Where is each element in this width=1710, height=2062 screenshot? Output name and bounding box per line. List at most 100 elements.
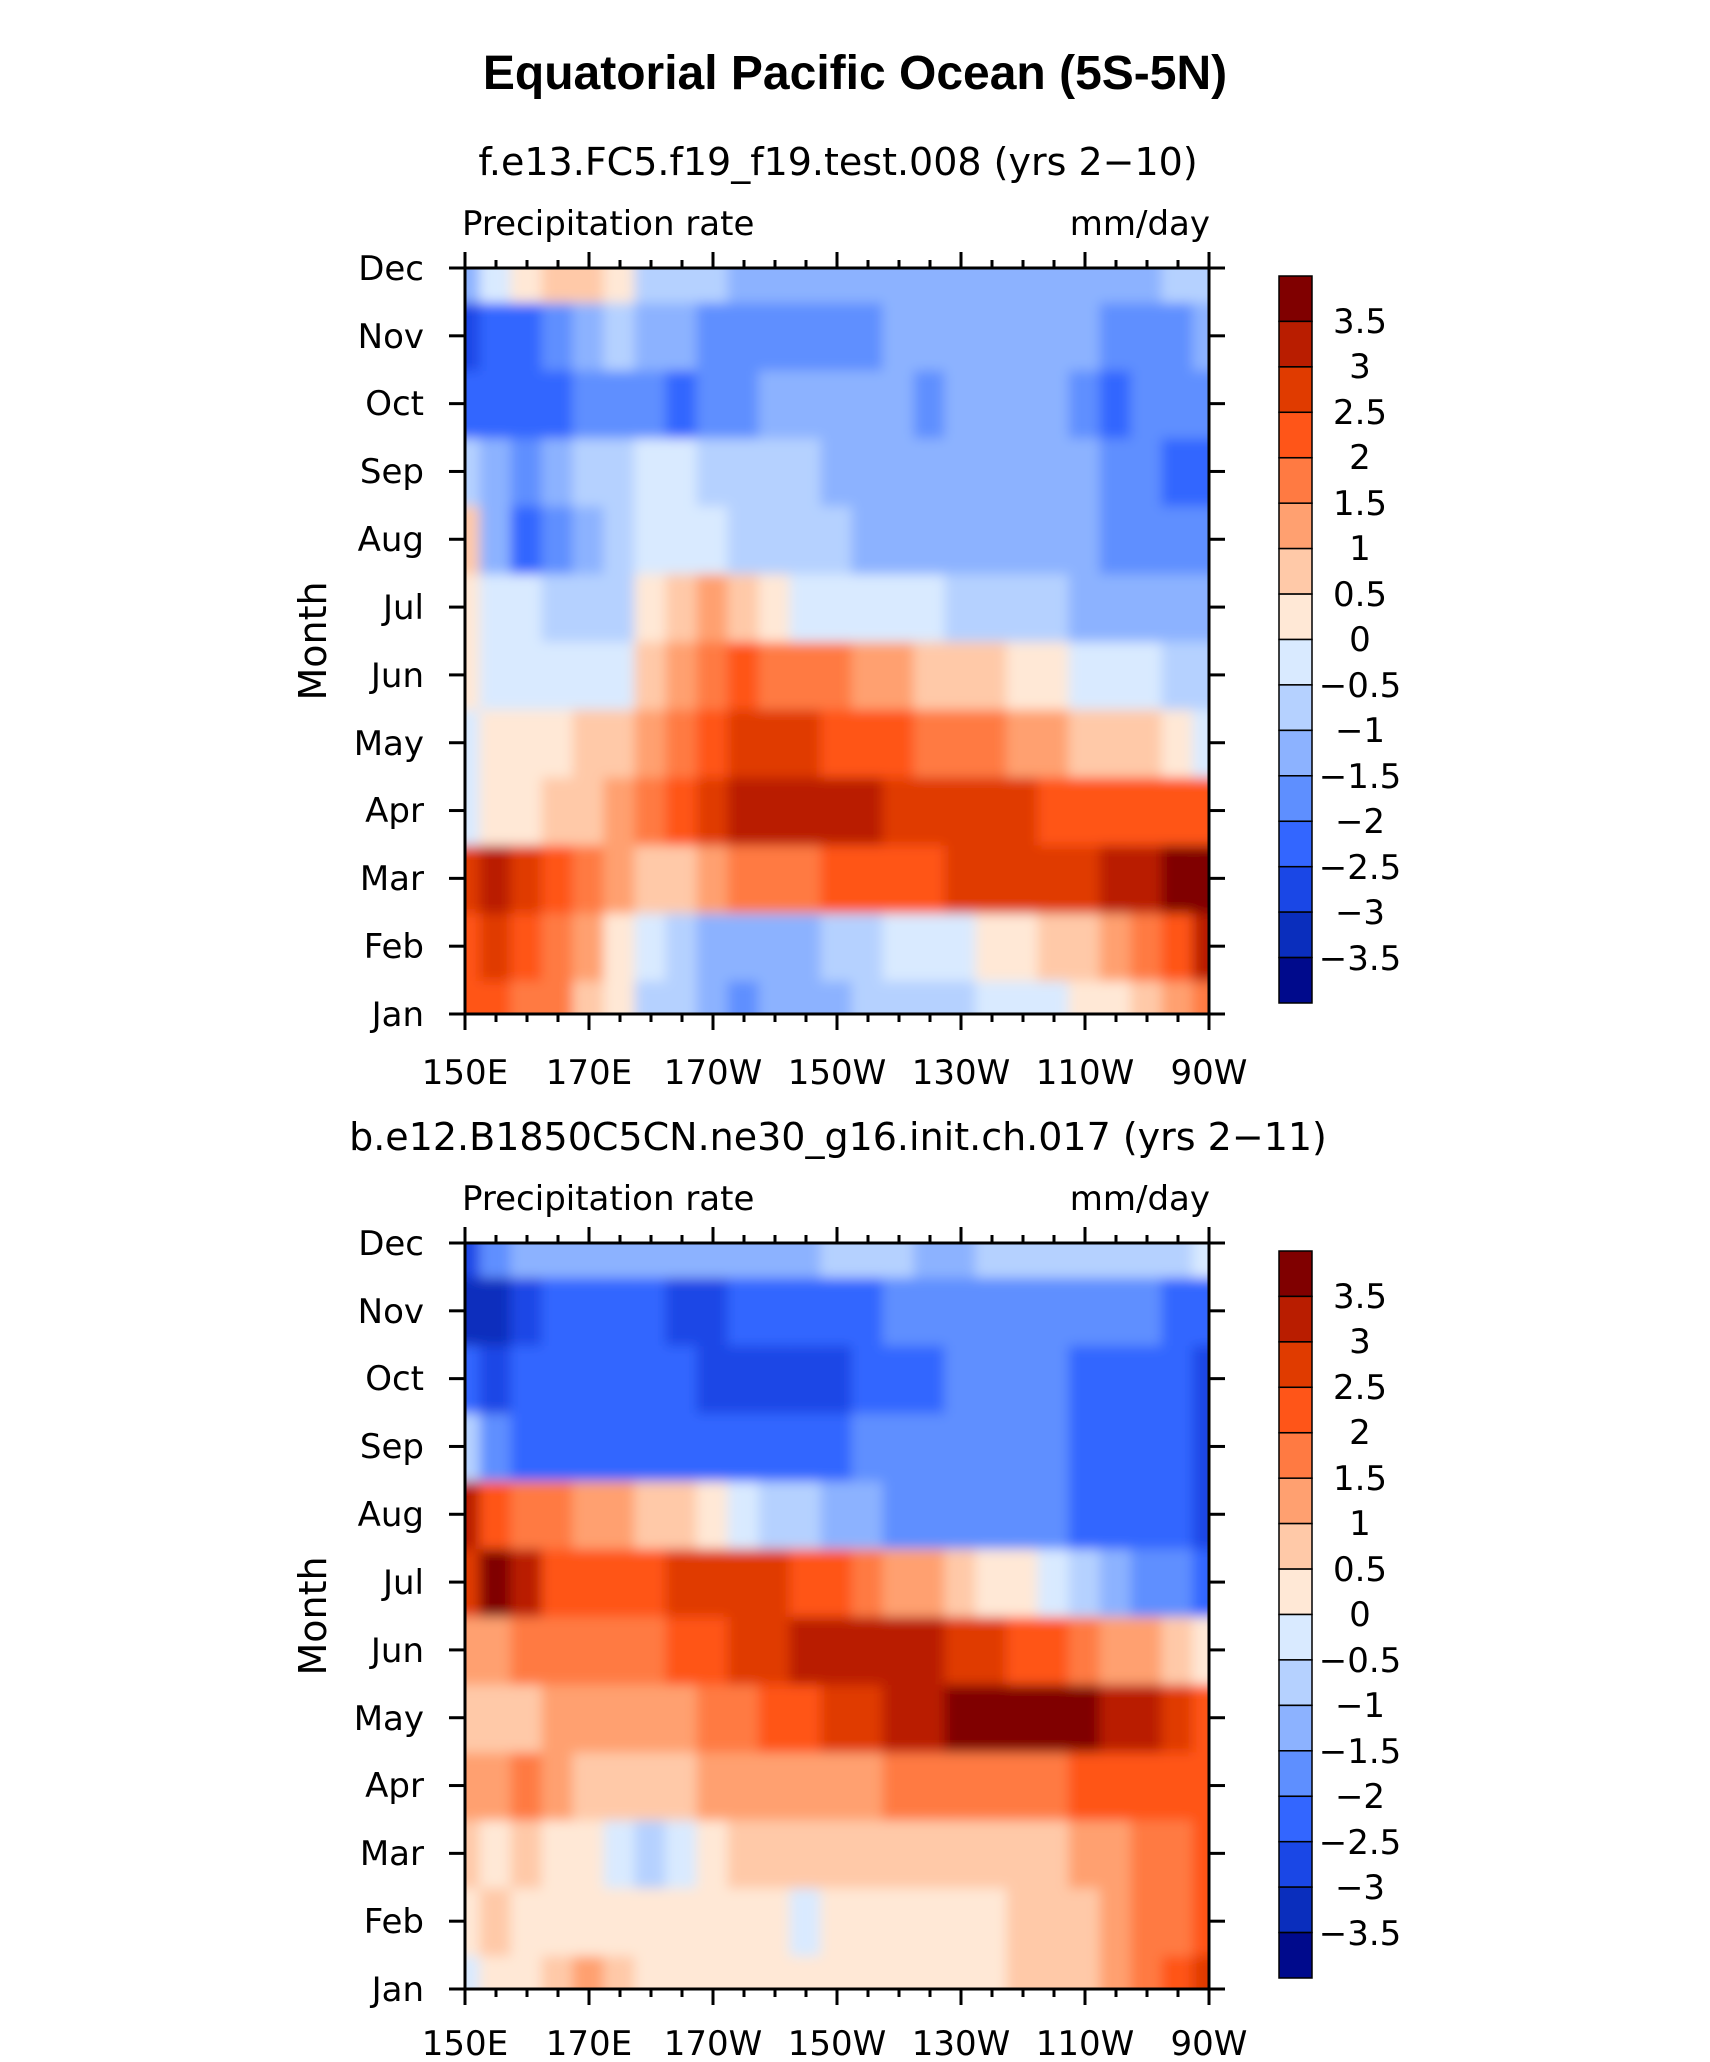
heatmap-cell (1068, 1547, 1102, 1617)
panel-1: f.e13.FC5.f19_f19.test.008 (yrs 2−10) Pr… (291, 140, 1401, 1093)
heatmap-cell (634, 1243, 668, 1278)
heatmap-cell (851, 1954, 885, 1989)
heatmap-cell (479, 1343, 513, 1414)
heatmap-cell (851, 368, 885, 439)
heatmap-cell (1161, 979, 1195, 1014)
heatmap-cell (758, 1275, 792, 1346)
heatmap-cell (1037, 1818, 1071, 1889)
colorbar-swatch (1278, 775, 1313, 822)
heatmap-cell (465, 1615, 482, 1685)
x-tick-label: 130W (912, 2024, 1011, 2062)
heatmap-cell (882, 1479, 916, 1550)
heatmap-cell (851, 572, 885, 642)
colorbar-swatch (1278, 547, 1313, 595)
heatmap-cell (1130, 436, 1164, 507)
colorbar-swatch (1278, 502, 1313, 550)
colorbar-label: 0.5 (1333, 1550, 1387, 1590)
colorbar-label: 1.5 (1333, 484, 1387, 524)
colorbar-label: −2 (1335, 802, 1385, 842)
heatmap-cell (727, 1615, 761, 1685)
heatmap-cell (572, 1275, 606, 1346)
heatmap-cell (510, 300, 544, 371)
heatmap-cell (465, 1682, 482, 1753)
heatmap-cell (1192, 911, 1209, 982)
heatmap-cell (727, 1818, 761, 1889)
heatmap-cell (1068, 1343, 1102, 1414)
heatmap-cell (572, 1411, 606, 1482)
heatmap-cell (758, 707, 792, 778)
heatmap-cell (1006, 911, 1040, 982)
heatmap-cell (1099, 843, 1133, 914)
heatmap-cell (1130, 300, 1164, 371)
heatmap-cell (1006, 268, 1040, 303)
heatmap-cell (851, 1243, 885, 1278)
heatmap-cell (758, 504, 792, 575)
heatmap-cell (696, 1547, 730, 1617)
heatmap-cell (820, 1411, 854, 1482)
heatmap-cell (851, 1750, 885, 1821)
heatmap-cell (789, 436, 823, 507)
heatmap-cell (465, 1954, 482, 1989)
heatmap-cell (1068, 572, 1102, 642)
colorbar-label: 1.5 (1333, 1459, 1387, 1499)
panel-2-variable-label: Precipitation rate (462, 1179, 754, 1219)
heatmap-cell (1099, 300, 1133, 371)
heatmap-cell (727, 504, 761, 575)
heatmap-cell (696, 268, 730, 303)
heatmap-cell (913, 1818, 947, 1889)
heatmap-cell (944, 979, 978, 1014)
heatmap-cell (572, 1615, 606, 1685)
heatmap-cell (465, 1479, 482, 1550)
heatmap-cell (1037, 1615, 1071, 1685)
heatmap-cell (1192, 1954, 1209, 1989)
panel-1-y-axis-label: Month (291, 581, 335, 700)
heatmap-cell (727, 268, 761, 303)
colorbar-label: 2 (1349, 438, 1371, 478)
x-tick-label: 150E (422, 2024, 508, 2062)
heatmap-cell (1130, 640, 1164, 710)
heatmap-cell (665, 911, 699, 982)
panel-2-units-label: mm/day (1070, 1179, 1210, 1219)
heatmap-cell (572, 268, 606, 303)
heatmap-cell (1006, 1886, 1040, 1957)
heatmap-cell (1161, 1886, 1195, 1957)
heatmap-cell (1068, 707, 1102, 778)
heatmap-cell (634, 1411, 668, 1482)
y-tick-label: Sep (360, 1427, 424, 1467)
heatmap-cell (696, 1479, 730, 1550)
colorbar-swatch (1278, 911, 1313, 959)
panel-2-y-axis-label: Month (291, 1556, 335, 1675)
heatmap-cell (1068, 1615, 1102, 1685)
heatmap-cell (541, 504, 575, 575)
heatmap-cell (1161, 268, 1195, 303)
colorbar-label: −3.5 (1319, 1914, 1402, 1954)
heatmap-cell (1037, 504, 1071, 575)
y-tick-label: May (354, 724, 424, 764)
heatmap-cell (1099, 979, 1133, 1014)
heatmap-cell (541, 1343, 575, 1414)
heatmap-cell (634, 1954, 668, 1989)
heatmap-cell (975, 436, 1009, 507)
heatmap-cell (1161, 911, 1195, 982)
heatmap-cell (975, 1243, 1009, 1278)
heatmap-cell (944, 1954, 978, 1989)
heatmap-cell (727, 640, 761, 710)
x-tick-label: 90W (1171, 2024, 1248, 2062)
heatmap-cell (758, 979, 792, 1014)
heatmap-cell (1161, 1411, 1195, 1482)
heatmap-cell (603, 1818, 637, 1889)
heatmap-cell (727, 707, 761, 778)
heatmap-cell (465, 300, 482, 371)
heatmap-cell (882, 268, 916, 303)
heatmap-cell (1099, 640, 1133, 710)
heatmap-cell (1068, 436, 1102, 507)
heatmap-cell (1099, 1411, 1133, 1482)
heatmap-cell (479, 572, 513, 642)
heatmap-cell (851, 436, 885, 507)
heatmap-cell (944, 843, 978, 914)
colorbar-label: −3.5 (1319, 939, 1402, 979)
heatmap-cell (758, 640, 792, 710)
x-tick-label: 130W (912, 1053, 1011, 1093)
heatmap-cell (820, 1750, 854, 1821)
heatmap-cell (758, 843, 792, 914)
